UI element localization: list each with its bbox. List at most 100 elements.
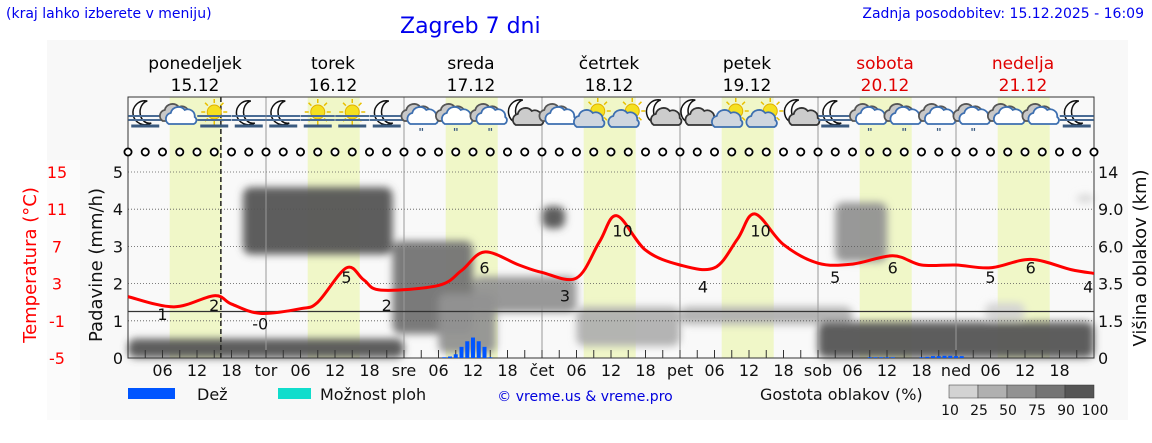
x-tick-hour: 12	[187, 361, 207, 380]
temperature-label: 4	[698, 277, 708, 296]
cloud-height-tick: 9.0	[1098, 200, 1123, 219]
cloud-shape	[165, 106, 198, 125]
sun-ray	[776, 101, 780, 106]
temperature-label: 6	[888, 259, 898, 278]
precip-bar	[471, 337, 475, 358]
shower-swatch	[278, 388, 311, 399]
temp-tick: 11	[47, 200, 67, 219]
x-tick-hour: 12	[1015, 361, 1035, 380]
sun-ray	[603, 116, 608, 121]
day-name: ponedeljek	[148, 54, 242, 74]
cloud-drizzle-icon: "	[883, 103, 922, 139]
precip-bar	[959, 356, 964, 358]
temperature-label: 2	[209, 296, 219, 315]
x-tick-hour: 18	[635, 361, 655, 380]
sun-ray	[308, 102, 312, 107]
wind-marker	[313, 147, 323, 157]
wind-marker	[364, 147, 374, 157]
day-date: 20.12	[861, 76, 910, 96]
wind-marker	[123, 147, 133, 157]
temp-tick: 15	[47, 163, 67, 182]
temp-tick: 3	[52, 275, 62, 294]
x-tick-hour: 12	[325, 361, 345, 380]
rain-legend-label: Dež	[197, 385, 228, 404]
wind-marker	[710, 147, 720, 157]
precip-bar	[919, 357, 924, 358]
wind-marker	[209, 147, 219, 157]
wind-marker	[537, 147, 547, 157]
sun-ray	[638, 101, 642, 106]
precip-bar	[879, 357, 884, 358]
x-tick-day: pet	[667, 361, 693, 380]
temperature-label: 3	[560, 287, 570, 306]
wind-marker	[192, 147, 202, 157]
wind-marker	[451, 147, 461, 157]
precip-tick: 5	[113, 163, 123, 182]
credit-link[interactable]: © vreme.us & vreme.pro	[497, 389, 672, 405]
shower-legend-label: Možnost ploh	[320, 385, 426, 404]
wind-marker	[330, 147, 340, 157]
cloud-icon	[1021, 103, 1060, 125]
wind-marker	[606, 147, 616, 157]
wind-marker	[779, 147, 789, 157]
cloud-shape	[573, 109, 606, 128]
x-tick-hour: 12	[463, 361, 483, 380]
moon-fog-icon	[128, 100, 163, 128]
x-tick-day: sre	[392, 361, 416, 380]
x-tick-day: ned	[941, 361, 971, 380]
precip-bar	[453, 354, 458, 358]
wind-marker	[572, 147, 582, 157]
wind-marker	[347, 147, 357, 157]
sun-fog-icon	[300, 99, 335, 128]
wind-marker	[692, 147, 702, 157]
cloud-layer	[1076, 194, 1094, 203]
density-swatch	[1006, 384, 1037, 399]
wind-marker	[1089, 147, 1099, 157]
cloud-drizzle-icon: "	[469, 103, 508, 139]
rain-swatch	[128, 388, 175, 399]
wind-marker	[917, 147, 927, 157]
sun-ray	[358, 102, 362, 107]
cloud-shape	[1027, 106, 1060, 125]
precip-bar	[936, 356, 941, 358]
density-swatch	[977, 384, 1008, 399]
precip-bar	[442, 357, 447, 358]
cloud-height-tick: 6.0	[1098, 237, 1123, 256]
precip-bar	[885, 357, 889, 358]
location-hint[interactable]: (kraj lahko izberete v meniju)	[6, 6, 212, 22]
moon-shape	[1063, 100, 1084, 126]
precip-bar	[482, 346, 487, 358]
precip-bar	[867, 357, 872, 358]
moon-cloud-icon	[645, 99, 683, 126]
day-date: 19.12	[723, 76, 772, 96]
cloud-height-tick: 0	[1098, 349, 1108, 368]
precip-bar	[890, 357, 895, 358]
day-name: nedelja	[992, 54, 1054, 74]
wind-marker	[589, 147, 599, 157]
x-tick-hour: 06	[428, 361, 448, 380]
sun-ray	[342, 102, 347, 107]
moon-shape	[132, 100, 152, 126]
sun-ray	[760, 101, 765, 106]
temperature-label: 2	[382, 296, 392, 315]
moon-shape	[373, 100, 394, 126]
cloud-height-tick: 1.5	[1098, 312, 1123, 331]
sun-ray	[776, 116, 780, 121]
cloud-layer	[473, 276, 577, 313]
temperature-label: 10	[750, 222, 770, 241]
x-tick-hour: 12	[739, 361, 759, 380]
day-name: petek	[723, 54, 771, 74]
density-swatch	[1035, 384, 1066, 399]
wind-marker	[848, 147, 858, 157]
cloud-drizzle-icon: "	[918, 103, 957, 139]
x-tick-hour: 18	[1049, 361, 1069, 380]
density-level-label: 25	[970, 403, 988, 419]
day-name: četrtek	[579, 54, 640, 74]
density-level-label: 50	[999, 403, 1017, 419]
moon-fog-icon	[1059, 100, 1094, 128]
wind-marker	[761, 147, 771, 157]
precip-bar	[925, 356, 930, 358]
temperature-label: 6	[479, 259, 489, 278]
precip-bar	[476, 341, 481, 358]
x-tick-hour: 06	[704, 361, 724, 380]
